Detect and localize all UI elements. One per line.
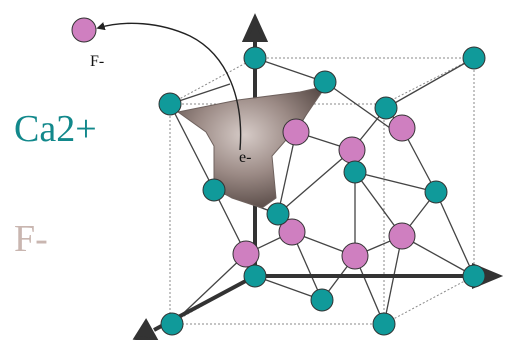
legend-anion-label: F- <box>14 218 48 260</box>
legend-cation-label: Ca2+ <box>14 108 97 150</box>
anion-spheres <box>71 17 416 270</box>
vacancy-electron-cloud <box>176 85 328 209</box>
displacement-arrow <box>96 22 242 151</box>
ejected-ion-label: F- <box>90 53 105 70</box>
cation-spheres <box>158 46 486 336</box>
electron-label: e- <box>239 149 252 166</box>
